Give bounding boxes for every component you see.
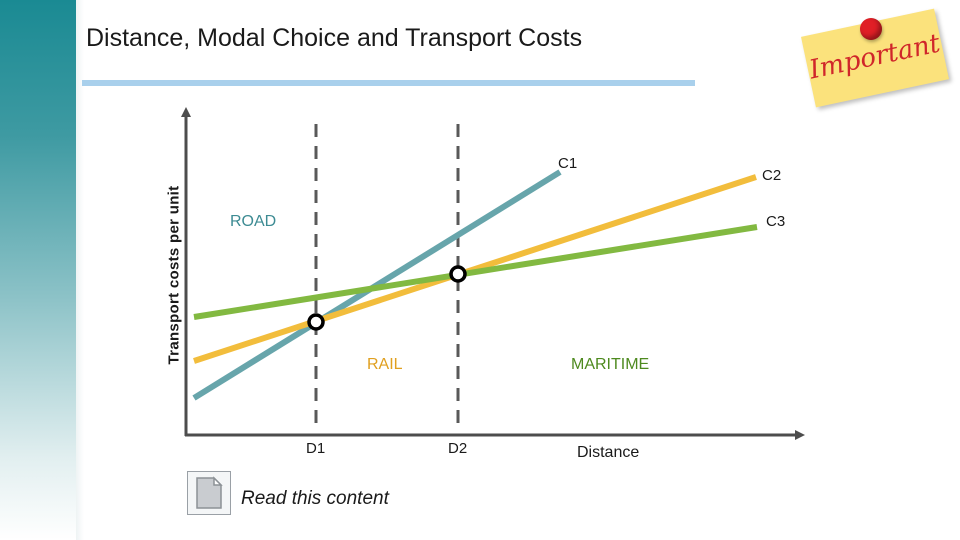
decorative-sidebar: [0, 0, 76, 540]
read-content-link[interactable]: Read this content: [187, 471, 389, 515]
series-c3-maritime-line: [193, 224, 758, 320]
series-label-c2: C2: [762, 167, 781, 184]
intersection-d2-marker: [449, 265, 467, 283]
read-content-label[interactable]: Read this content: [241, 488, 389, 509]
title-underline: [82, 80, 695, 86]
intersection-d1-marker: [307, 313, 325, 331]
x-axis-label: Distance: [577, 444, 639, 461]
series-label-c1: C1: [558, 155, 577, 172]
region-label-maritime: MARITIME: [571, 356, 649, 373]
series-c2-rail-line: [193, 174, 757, 364]
tick-label-d1: D1: [306, 440, 325, 457]
series-label-c3: C3: [766, 213, 785, 230]
document-icon[interactable]: [187, 471, 231, 515]
tick-label-d2: D2: [448, 440, 467, 457]
sidebar-shadow: [76, 0, 84, 540]
pushpin-icon: [860, 18, 882, 40]
region-label-rail: RAIL: [367, 356, 403, 373]
region-label-road: ROAD: [230, 213, 276, 230]
slide-title: Distance, Modal Choice and Transport Cos…: [86, 24, 583, 52]
